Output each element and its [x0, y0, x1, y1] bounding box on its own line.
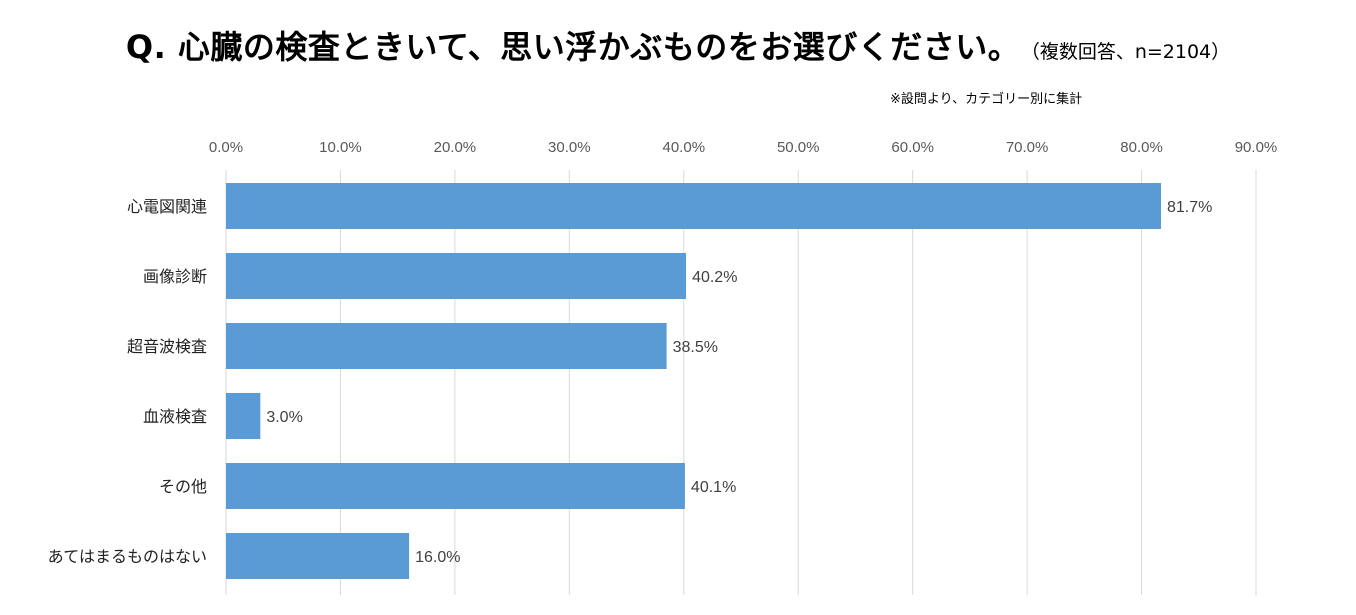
data-label: 81.7% — [1167, 199, 1212, 216]
x-tick-label: 80.0% — [1120, 139, 1163, 156]
chart-subtitle: （複数回答、n=2104） — [1030, 41, 1231, 63]
category-label: あてはまるものはない — [48, 547, 207, 566]
category-label: その他 — [159, 477, 207, 496]
bar — [226, 323, 667, 369]
chart-title-main: Q. 心臓の検査ときいて、思い浮かぶものをお選びください。 — [125, 28, 1021, 66]
data-labels: 81.7% 40.2% 38.5% 3.0% 40.1% 16.0% — [266, 199, 1212, 566]
x-tick-label: 0.0% — [209, 139, 243, 156]
data-label: 16.0% — [415, 549, 460, 566]
category-label: 超音波検査 — [127, 337, 207, 356]
x-tick-label: 10.0% — [319, 139, 362, 156]
category-label: 心電図関連 — [127, 197, 207, 216]
bars — [226, 183, 1162, 579]
x-axis-ticks: 0.0% 10.0% 20.0% 30.0% 40.0% 50.0% 60.0% 70.0% 8… — [209, 139, 1277, 156]
gridlines — [225, 170, 1257, 595]
category-label: 血液検査 — [143, 407, 207, 426]
x-tick-label: 50.0% — [777, 139, 820, 156]
x-tick-label: 90.0% — [1235, 139, 1278, 156]
x-tick-label: 40.0% — [663, 139, 706, 156]
x-tick-label: 20.0% — [434, 139, 477, 156]
category-label: 画像診断 — [143, 267, 207, 286]
data-label: 40.2% — [692, 269, 737, 286]
data-label: 38.5% — [673, 339, 718, 356]
bar — [226, 253, 687, 299]
data-label: 40.1% — [691, 479, 736, 496]
bar — [226, 463, 685, 509]
bar — [226, 533, 410, 579]
chart-note: ※設問より、カテゴリー別に集計 — [890, 92, 1083, 107]
bar — [226, 393, 261, 439]
chart-title: Q. 心臓の検査ときいて、思い浮かぶものをお選びください。 （複数回答、n=210… — [0, 22, 1356, 68]
data-label: 3.0% — [266, 409, 302, 426]
x-tick-label: 30.0% — [548, 139, 591, 156]
x-tick-label: 70.0% — [1006, 139, 1049, 156]
bar — [226, 183, 1162, 229]
x-tick-label: 60.0% — [891, 139, 934, 156]
